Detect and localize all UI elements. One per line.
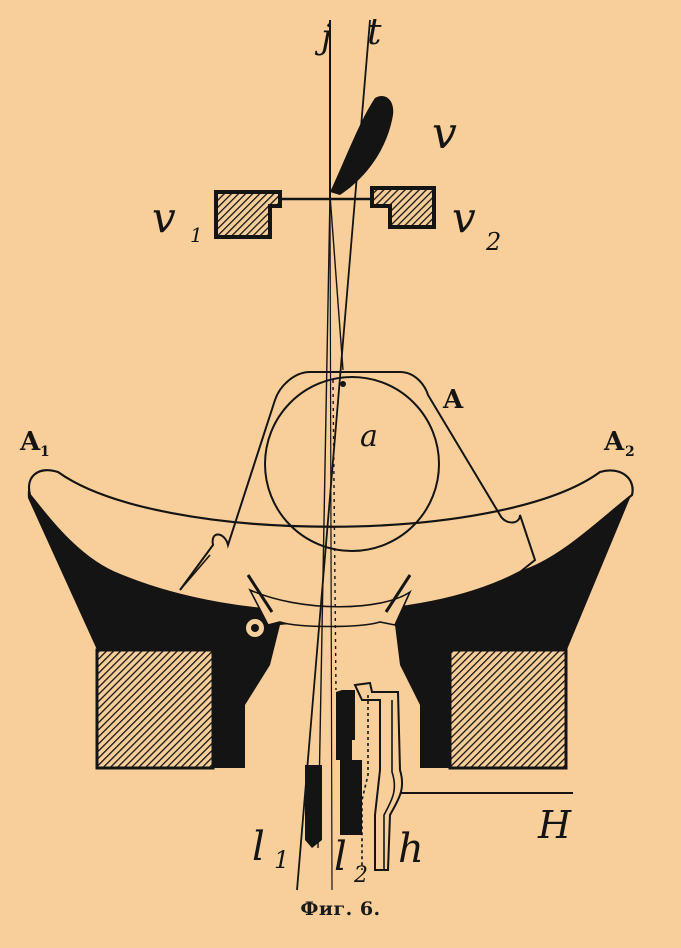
label-A1-sub: 1 [40, 444, 50, 460]
label-A: A [442, 385, 464, 415]
label-A2: A [603, 427, 625, 457]
frame-A [179, 371, 537, 591]
label-v1: v [152, 193, 176, 242]
label-l2-sub: 2 [353, 863, 368, 888]
damper-block-v2 [370, 186, 436, 229]
left-magnet-block [95, 648, 215, 770]
gap-region [248, 588, 412, 628]
right-magnet-block [448, 648, 568, 770]
label-h: h [398, 826, 424, 872]
label-v2: v [452, 193, 476, 242]
label-l1: l [252, 824, 265, 870]
label-j: j [314, 17, 332, 57]
holder-h [353, 681, 404, 871]
label-v1-sub: 1 [190, 223, 203, 247]
figure-caption: Фиг. 6. [300, 898, 381, 920]
label-l2: l [334, 834, 347, 880]
core-circle-a [264, 376, 440, 552]
label-a: a [360, 419, 378, 454]
label-t: t [367, 12, 382, 53]
label-H: H [537, 803, 572, 847]
label-A1: A [19, 427, 41, 457]
vane-v [330, 95, 394, 195]
label-v: v [432, 108, 457, 159]
label-l1-sub: 1 [274, 846, 289, 874]
strip-l1 [305, 765, 322, 848]
label-v2-sub: 2 [485, 228, 501, 256]
damper-block-v1 [214, 190, 282, 239]
label-A2-sub: 2 [625, 444, 635, 460]
